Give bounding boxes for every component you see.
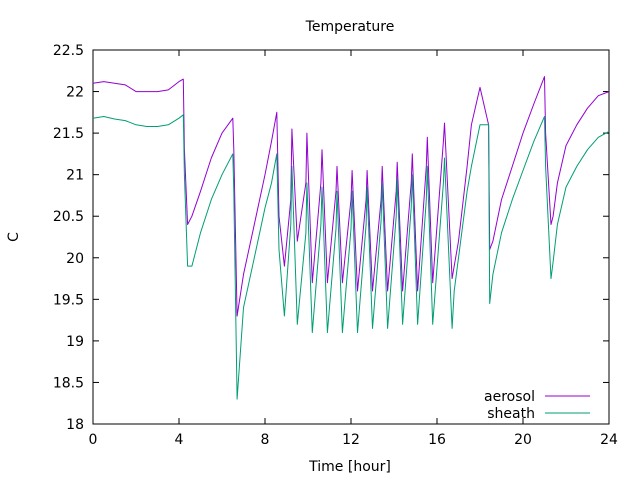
y-tick-label: 19.5	[53, 292, 84, 308]
x-tick-label: 24	[600, 432, 618, 448]
y-tick-label: 21	[66, 168, 84, 184]
series-layer	[92, 76, 610, 400]
y-tick-label: 20.5	[53, 209, 84, 225]
x-tick-label: 8	[261, 432, 270, 448]
x-tick-label: 20	[514, 432, 532, 448]
x-axis-label: Time [hour]	[308, 459, 391, 475]
x-tick-label: 4	[175, 432, 184, 448]
y-tick-label: 18	[66, 417, 84, 433]
y-tick-label: 18.5	[53, 375, 84, 391]
x-tick-label: 0	[89, 432, 98, 448]
y-tick-label: 19	[66, 334, 84, 350]
y-tick-label: 21.5	[53, 126, 84, 142]
y-tick-label: 20	[66, 251, 84, 267]
legend-label-aerosol: aerosol	[484, 389, 535, 405]
y-axis-ticks: 18 18.5 19 19.5 20 20.5 21 21.5 22 22.5	[53, 43, 609, 433]
y-tick-label: 22.5	[53, 43, 84, 59]
legend-label-sheath: sheath	[487, 406, 535, 422]
y-axis-label: C	[6, 232, 22, 242]
series-line-sheath	[92, 114, 610, 400]
x-tick-label: 16	[428, 432, 446, 448]
x-axis-ticks: 0 4 8 12 16 20 24	[89, 50, 618, 448]
series-line-aerosol	[92, 76, 610, 317]
y-tick-label: 22	[66, 85, 84, 101]
x-tick-label: 12	[342, 432, 360, 448]
chart-title: Temperature	[305, 19, 395, 35]
